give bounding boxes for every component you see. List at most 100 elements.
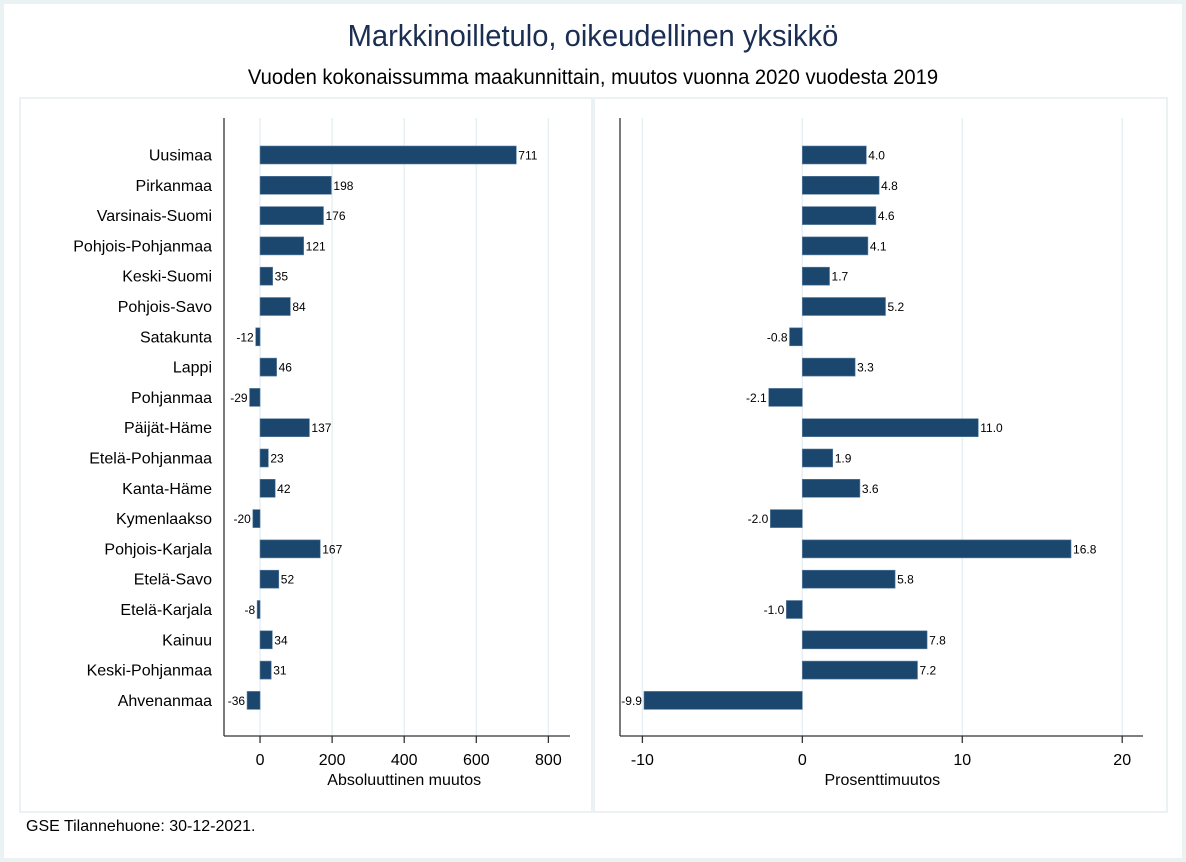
- abs-bar-19: [246, 691, 261, 710]
- category-label: Keski-Suomi: [122, 269, 212, 286]
- pct-x-tick-label: 10: [953, 752, 971, 769]
- abs-value-label: 34: [274, 633, 288, 647]
- pct-bar-10: [802, 418, 979, 438]
- pct-value-label: -2.1: [746, 391, 767, 405]
- pct-value-label: 4.0: [868, 149, 885, 163]
- category-label: Varsinais-Suomi: [97, 208, 212, 225]
- abs-value-label: 42: [277, 482, 291, 496]
- pct-bar-13: [770, 509, 803, 528]
- abs-value-label: 198: [333, 179, 353, 193]
- pct-bar-9: [768, 388, 803, 407]
- category-label: Etelä-Karjala: [120, 602, 212, 619]
- pct-value-label: 7.2: [919, 664, 936, 678]
- abs-value-label: 167: [322, 542, 342, 556]
- abs-bar-3: [259, 206, 324, 225]
- pct-value-label: 5.8: [897, 573, 914, 587]
- category-label: Ahvenanmaa: [118, 693, 212, 710]
- abs-bar-11: [259, 448, 269, 468]
- abs-value-label: 35: [275, 270, 289, 284]
- abs-value-label: 711: [518, 149, 537, 163]
- pct-value-label: -9.9: [621, 694, 642, 708]
- abs-value-label: -8: [244, 603, 255, 617]
- pct-bar-6: [802, 297, 886, 316]
- pct-bar-15: [802, 569, 896, 589]
- pct-bar-1: [802, 145, 867, 165]
- pct-bar-17: [802, 630, 928, 650]
- abs-value-label: -20: [233, 512, 251, 526]
- category-label: Etelä-Pohjanmaa: [89, 451, 212, 468]
- abs-value-label: 23: [270, 452, 284, 466]
- abs-x-tick-label: 600: [463, 752, 490, 769]
- pct-value-label: -0.8: [767, 330, 788, 344]
- chart-subtitle: Vuoden kokonaissumma maakunnittain, muut…: [247, 65, 939, 89]
- pct-value-label: 5.2: [887, 300, 904, 314]
- pct-x-axis-title: Prosenttimuutos: [824, 772, 940, 789]
- pct-x-tick-label: 0: [798, 752, 807, 769]
- category-label: Satakunta: [140, 329, 212, 346]
- pct-bar-18: [802, 660, 918, 680]
- abs-bar-14: [259, 539, 321, 559]
- pct-bar-7: [789, 327, 803, 347]
- pct-bar-8: [802, 357, 856, 377]
- category-label: Lappi: [173, 360, 212, 377]
- category-label: Kainuu: [162, 632, 212, 649]
- abs-bar-12: [259, 478, 276, 498]
- abs-value-label: 52: [281, 573, 295, 587]
- abs-bar-8: [259, 357, 277, 377]
- source-footnote: GSE Tilannehuone: 30-12-2021.: [26, 818, 256, 835]
- category-label: Pohjois-Savo: [118, 299, 212, 316]
- abs-x-tick-label: 200: [319, 752, 346, 769]
- abs-bar-6: [259, 297, 291, 316]
- abs-bar-17: [259, 630, 273, 650]
- right-panel-percent-change: -10 0 10 20 Prosenttimuutos 4.0 4.8 4.6 4.1 1.7 5.…: [619, 118, 1143, 789]
- category-label: Etelä-Savo: [134, 572, 212, 589]
- abs-value-label: 121: [306, 239, 326, 253]
- abs-value-label: 84: [292, 300, 306, 314]
- category-label: Pirkanmaa: [136, 178, 213, 195]
- category-label: Uusimaa: [149, 148, 212, 165]
- pct-x-tick-label: 20: [1113, 752, 1131, 769]
- pct-bar-16: [786, 600, 803, 619]
- left-panel-absolute-change: 0 200 400 600 800 Absoluuttinen muutos 711 Uusi…: [73, 118, 570, 789]
- category-label: Kanta-Häme: [122, 481, 212, 498]
- abs-bar-5: [259, 266, 273, 286]
- abs-bar-2: [259, 176, 332, 195]
- pct-bar-4: [802, 236, 869, 256]
- abs-value-label: 137: [311, 421, 331, 435]
- pct-value-label: 1.7: [832, 270, 849, 284]
- abs-value-label: -12: [236, 330, 254, 344]
- pct-value-label: 3.6: [862, 482, 879, 496]
- pct-value-label: 11.0: [980, 421, 1003, 435]
- pct-bar-2: [802, 176, 880, 195]
- abs-bar-16: [256, 600, 261, 619]
- category-label: Keski-Pohjanmaa: [87, 663, 213, 680]
- abs-x-tick-label: 400: [391, 752, 418, 769]
- abs-value-label: 46: [279, 361, 293, 375]
- abs-value-label: -29: [230, 391, 248, 405]
- abs-bar-9: [249, 388, 261, 407]
- pct-bar-14: [802, 539, 1072, 559]
- pct-bar-5: [802, 266, 830, 286]
- pct-value-label: 4.8: [881, 179, 898, 193]
- pct-value-label: 16.8: [1073, 542, 1097, 556]
- pct-bar-3: [802, 206, 877, 225]
- abs-bar-4: [259, 236, 304, 256]
- category-label: Pohjanmaa: [131, 390, 212, 407]
- abs-value-label: -36: [228, 694, 246, 708]
- abs-x-tick-label: 0: [256, 752, 265, 769]
- chart-title: Markkinoilletulo, oikeudellinen yksikkö: [347, 18, 839, 53]
- pct-value-label: -1.0: [764, 603, 785, 617]
- pct-x-tick-label: -10: [631, 752, 654, 769]
- category-label: Pohjois-Pohjanmaa: [73, 238, 212, 255]
- abs-bar-18: [259, 660, 272, 680]
- abs-bar-1: [259, 145, 517, 165]
- abs-bar-10: [259, 418, 310, 438]
- abs-x-tick-label: 800: [535, 752, 562, 769]
- abs-bar-7: [255, 327, 261, 347]
- abs-bar-13: [252, 509, 261, 528]
- pct-bar-12: [802, 478, 861, 498]
- pct-bar-19: [643, 691, 803, 710]
- pct-value-label: 1.9: [835, 452, 852, 466]
- pct-bar-11: [802, 448, 834, 468]
